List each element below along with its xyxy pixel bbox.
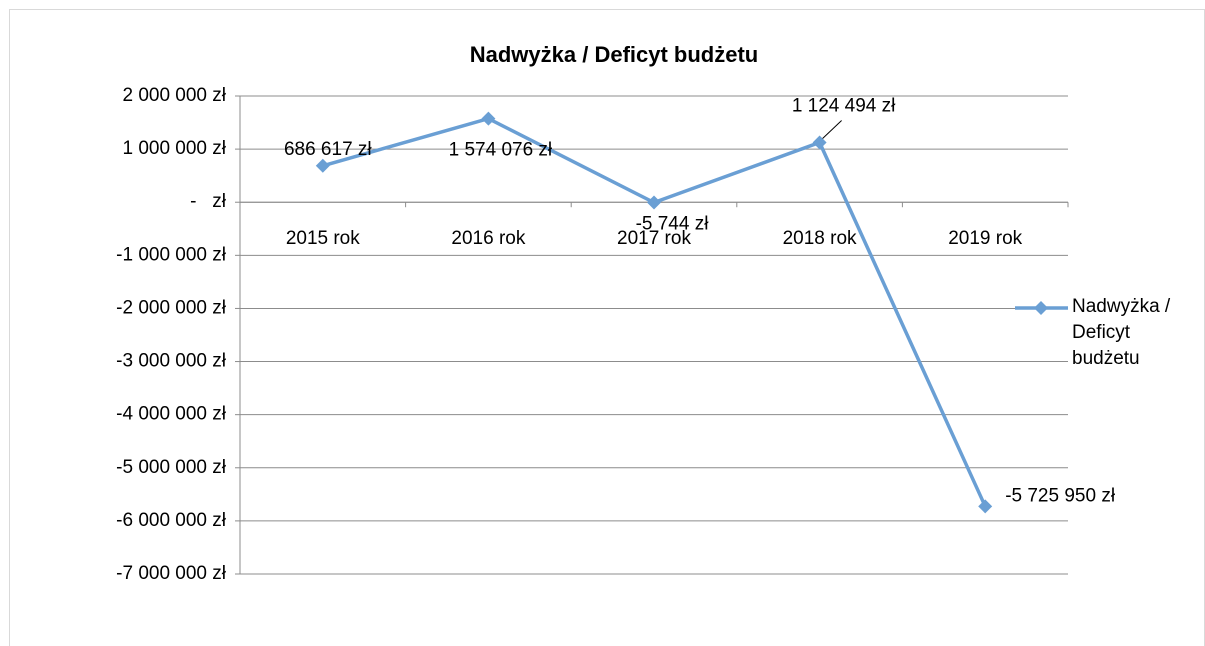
data-label: 686 617 zł [284, 139, 372, 160]
chart-title: Nadwyżka / Deficyt budżetu [470, 42, 759, 67]
data-point [647, 195, 661, 210]
y-tick-label: -6 000 000 zł [116, 510, 227, 531]
y-tick-label: -7 000 000 zł [116, 563, 227, 584]
data-label: -5 744 zł [636, 214, 710, 235]
y-tick-label: -3 000 000 zł [116, 351, 227, 372]
legend-marker [1034, 301, 1048, 315]
y-tick-label: 2 000 000 zł [122, 85, 226, 106]
x-tick-label: 2019 rok [948, 228, 1022, 249]
y-tick-label: 1 000 000 zł [122, 138, 226, 159]
legend-label: Nadwyżka / Deficyt budżetu [1072, 296, 1171, 369]
y-tick-label: -4 000 000 zł [116, 404, 227, 425]
data-point [812, 135, 827, 150]
data-label: 1 124 494 zł [792, 96, 896, 117]
data-label: 1 574 076 zł [449, 140, 553, 161]
x-tick-label: 2015 rok [286, 228, 360, 249]
x-tick-label: 2016 rok [451, 228, 525, 249]
data-line [322, 116, 987, 508]
legend: Nadwyżka / Deficyt budżetu [1072, 296, 1171, 369]
y-tick-label: - zł [190, 191, 227, 212]
y-tick-label: -2 000 000 zł [116, 297, 227, 318]
data-point [315, 158, 330, 173]
leader-line [822, 120, 842, 139]
data-label: -5 725 950 zł [1005, 485, 1116, 506]
x-tick-label: 2017 rok [617, 228, 691, 249]
y-tick-label: -1 000 000 zł [116, 244, 227, 265]
data-point [481, 111, 496, 126]
y-tick-label: -5 000 000 zł [116, 457, 227, 478]
data-point [978, 499, 993, 514]
x-tick-label: 2018 rok [783, 228, 857, 249]
